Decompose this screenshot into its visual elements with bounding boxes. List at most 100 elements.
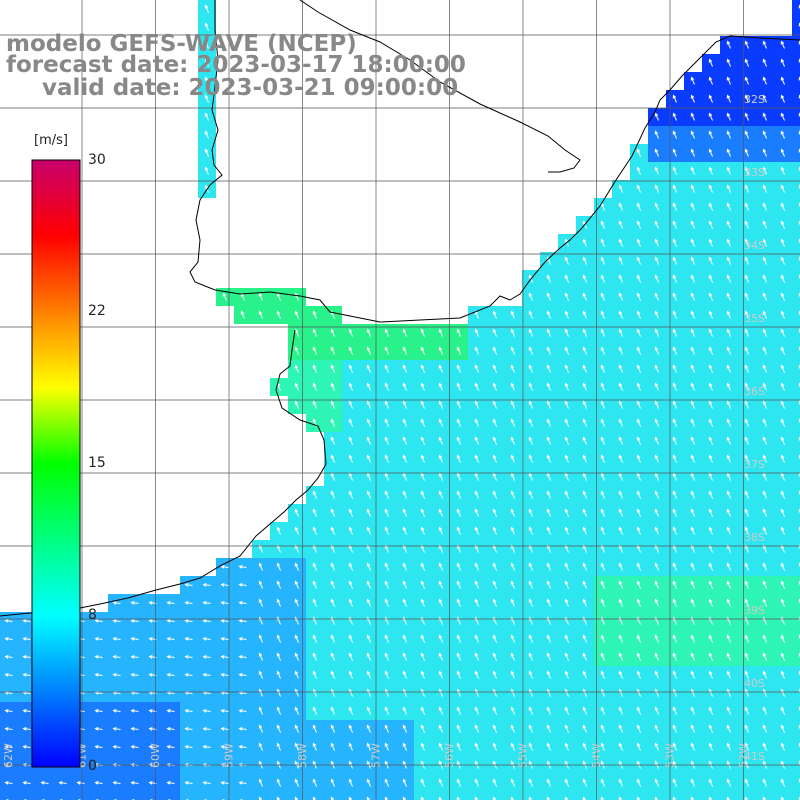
wind-arrow (312, 490, 317, 499)
wind-arrow (474, 382, 479, 391)
wind-arrow (474, 526, 479, 535)
wind-arrow (564, 634, 569, 643)
longitude-label: 62W (2, 743, 15, 768)
wind-arrow (744, 292, 749, 301)
wind-arrow (510, 328, 515, 337)
ocean-cell (792, 684, 800, 702)
wind-arrow (690, 256, 695, 265)
wind-arrow (618, 598, 623, 607)
wind-arrow (420, 364, 425, 373)
ocean-cell (792, 324, 800, 342)
wind-arrow (348, 382, 353, 391)
wind-arrow (564, 364, 569, 373)
wind-arrow (654, 724, 659, 733)
wind-arrow (492, 346, 497, 355)
wind-arrow (546, 598, 551, 607)
wind-arrow (726, 418, 731, 427)
wind-arrow (636, 706, 641, 715)
wind-arrow (582, 778, 587, 787)
wind-arrow (348, 796, 353, 800)
wind-arrow (510, 778, 515, 787)
wind-arrow (546, 472, 551, 481)
ocean-cell (792, 36, 800, 54)
wind-arrow (636, 508, 641, 517)
wind-arrow (528, 724, 533, 733)
wind-arrow (582, 490, 587, 499)
wind-arrow (474, 400, 479, 409)
wind-arrow (220, 744, 229, 749)
wind-arrow (402, 472, 407, 481)
ocean-cell (792, 270, 800, 288)
wind-arrow (672, 274, 677, 283)
wind-arrow (220, 600, 229, 605)
wind-arrow (492, 400, 497, 409)
wind-arrow (312, 310, 317, 319)
wind-arrow (510, 364, 515, 373)
ocean-cell (576, 792, 594, 800)
wind-arrow (636, 364, 641, 373)
wind-arrow (780, 292, 785, 301)
wind-arrow (456, 328, 461, 337)
latitude-label: 34S (744, 239, 765, 252)
wind-arrow (762, 166, 767, 175)
wind-arrow (762, 40, 767, 49)
wind-arrow (420, 544, 425, 553)
wind-arrow (510, 454, 515, 463)
wind-arrow (654, 580, 659, 589)
ocean-cell (558, 792, 576, 800)
wind-arrow (420, 598, 425, 607)
wind-arrow (618, 508, 623, 517)
wind-arrow (528, 526, 533, 535)
wind-arrow (4, 654, 13, 659)
wind-arrow (456, 436, 461, 445)
wind-arrow (130, 618, 139, 623)
wind-arrow (528, 688, 533, 697)
wind-arrow (726, 742, 731, 751)
wind-arrow (276, 310, 281, 319)
longitude-label: 52W (737, 743, 750, 768)
longitude-label: 57W (370, 743, 383, 768)
wind-arrow (474, 472, 479, 481)
wind-arrow (744, 382, 749, 391)
wind-arrow (402, 508, 407, 517)
wind-arrow (330, 490, 335, 499)
wind-arrow (438, 688, 443, 697)
wind-arrow (726, 670, 731, 679)
wind-arrow (708, 724, 713, 733)
wind-arrow (184, 654, 193, 659)
wind-arrow (276, 670, 281, 679)
wind-arrow (780, 256, 785, 265)
wind-arrow (546, 526, 551, 535)
wind-arrow (510, 436, 515, 445)
wind-arrow (690, 130, 695, 139)
ocean-cell (396, 792, 414, 800)
wind-arrow (420, 670, 425, 679)
wind-arrow (582, 346, 587, 355)
wind-arrow (130, 780, 139, 785)
ocean-cell (792, 522, 800, 540)
wind-arrow (384, 634, 389, 643)
wind-arrow (762, 256, 767, 265)
wind-arrow (384, 598, 389, 607)
wind-arrow (202, 744, 211, 749)
wind-arrow (492, 580, 497, 589)
wind-arrow (726, 508, 731, 517)
wind-arrow (654, 634, 659, 643)
wind-arrow (636, 400, 641, 409)
wind-arrow (456, 634, 461, 643)
wind-arrow (708, 706, 713, 715)
wind-arrow (708, 508, 713, 517)
wind-arrow (366, 580, 371, 589)
wind-arrow (726, 130, 731, 139)
wind-arrow (438, 580, 443, 589)
wind-arrow (384, 544, 389, 553)
ocean-cell (792, 288, 800, 306)
wind-arrow (420, 688, 425, 697)
ocean-cell (540, 792, 558, 800)
wind-arrow (762, 490, 767, 499)
latitude-label: 35S (744, 312, 765, 325)
wind-arrow (564, 796, 569, 800)
wind-arrow (294, 310, 299, 319)
wind-arrow (690, 94, 695, 103)
